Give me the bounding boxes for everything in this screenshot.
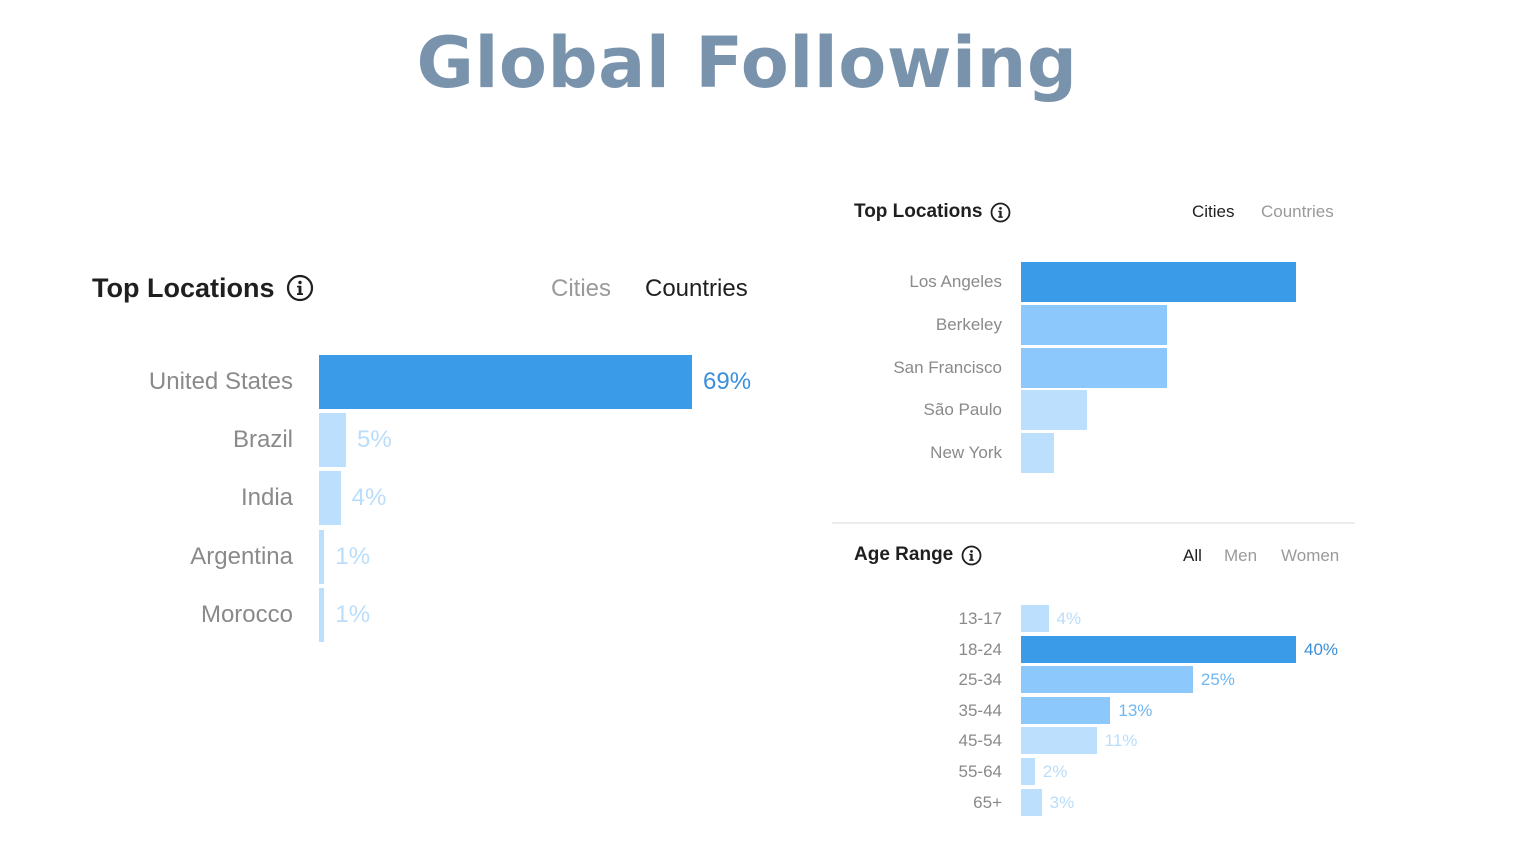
age-label: 45-54 [958,731,1002,751]
age-label: 18-24 [958,639,1002,659]
city-bar [1021,262,1296,302]
tab-cities[interactable]: Cities [1192,202,1235,221]
city-label: São Paulo [923,400,1002,420]
countries-panel-title-text: Top Locations [92,272,275,303]
age-value-label: 2% [1042,762,1068,781]
info-icon[interactable] [286,274,314,302]
tab-women[interactable]: Women [1281,546,1340,565]
age-label: 13-17 [958,609,1002,628]
city-label: New York [930,443,1002,463]
age-panel-title: Age Range [854,542,982,568]
age-label: 65+ [973,792,1002,812]
age-value-label: 11% [1104,731,1138,751]
countries-panel-title: Top Locations [92,270,314,306]
country-bar [319,471,341,526]
city-bar [1021,347,1167,388]
info-icon[interactable] [990,202,1011,223]
age-bar [1021,788,1042,816]
age-bar [1021,666,1193,694]
country-label: Argentina [190,542,293,570]
country-label: India [240,484,293,512]
city-bar [1021,390,1087,431]
tab-all[interactable]: All [1183,546,1202,565]
age-bar [1021,696,1111,724]
country-label: Morocco [200,600,293,628]
age-value-label: 3% [1049,792,1075,812]
age-value-label: 40% [1304,639,1339,659]
country-value-label: 69% [703,368,752,395]
tab-countries[interactable]: Countries [1261,202,1334,221]
cities-panel-title-text: Top Locations [854,201,983,222]
age-label: 35-44 [958,700,1002,720]
city-label: San Francisco [893,357,1002,377]
country-bar [319,529,325,584]
age-value-label: 13% [1118,700,1153,720]
tab-countries[interactable]: Countries [645,275,748,302]
age-bar [1021,758,1035,785]
age-bar [1021,727,1097,755]
age-value-label: 4% [1056,609,1082,628]
city-bar [1021,304,1167,345]
age-bar [1021,635,1296,663]
city-bar [1021,433,1054,474]
tab-cities[interactable]: Cities [551,275,612,302]
tab-men[interactable]: Men [1224,546,1258,565]
country-bar [319,413,347,468]
country-value-label: 1% [335,542,371,570]
age-label: 55-64 [958,762,1002,781]
divider [832,522,1355,524]
country-bar [319,355,692,409]
cities-panel-title: Top Locations [854,199,1011,225]
country-value-label: 5% [357,426,392,454]
country-value-label: 4% [351,484,387,512]
age-bar [1021,605,1049,632]
age-value-label: 25% [1200,670,1235,690]
country-value-label: 1% [335,600,371,628]
country-label: United States [148,368,293,395]
city-label: Los Angeles [909,272,1002,291]
age-label: 25-34 [958,670,1002,690]
country-label: Brazil [232,426,293,454]
info-icon[interactable] [961,545,982,566]
slide-title: Global Following [416,22,1078,104]
city-label: Berkeley [935,314,1002,334]
age-panel-title-text: Age Range [854,544,954,565]
country-bar [319,587,325,642]
